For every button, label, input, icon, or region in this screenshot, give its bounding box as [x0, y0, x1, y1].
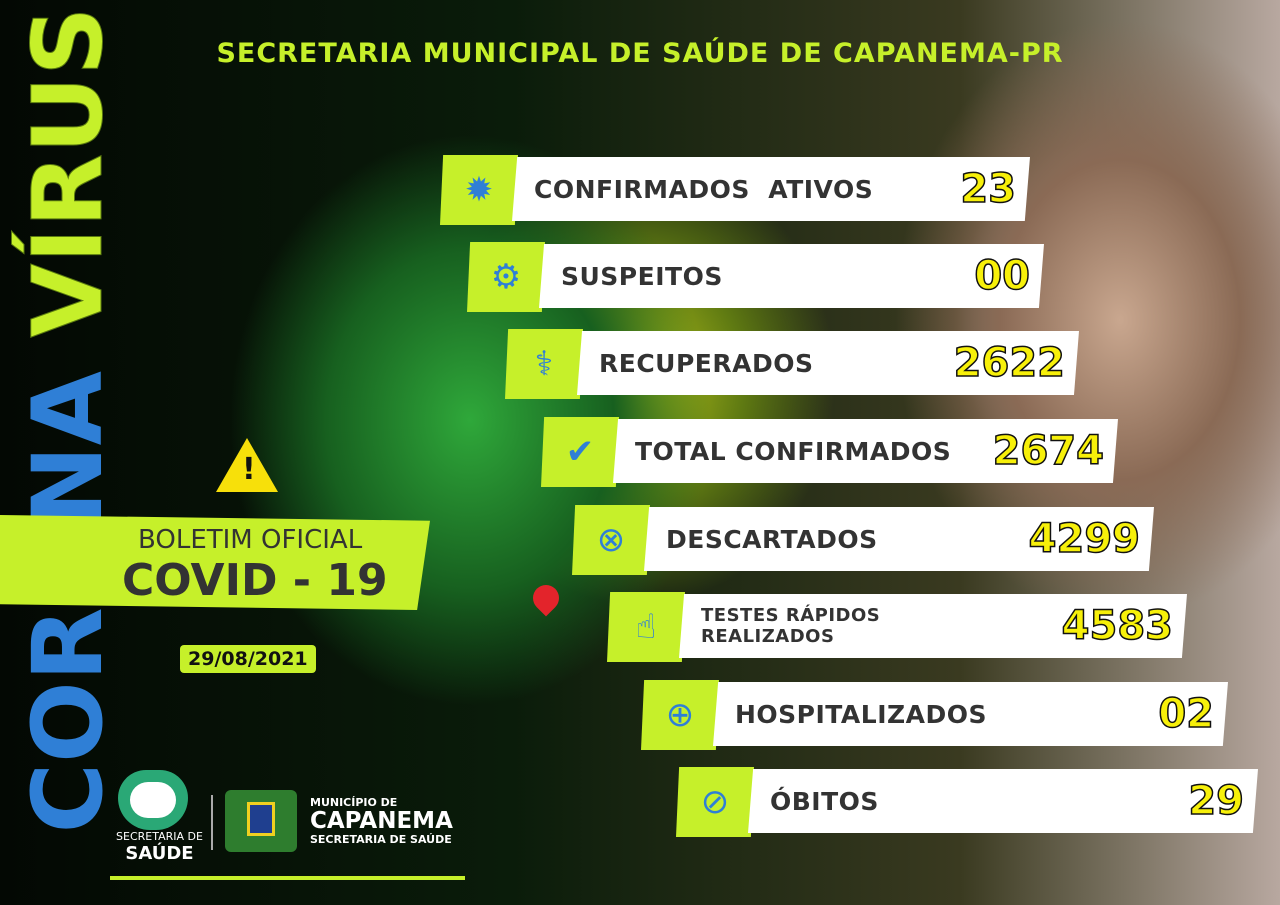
warning-icon: ! [216, 438, 278, 492]
stat-value: 4583 [1061, 602, 1174, 650]
stat-label: TOTAL CONFIRMADOS [635, 436, 952, 466]
stat-bar: HOSPITALIZADOS 02 [713, 682, 1228, 746]
stat-label: RECUPERADOS [599, 348, 814, 378]
stat-value: 23 [960, 165, 1017, 213]
stat-label: TESTES RÁPIDOS REALIZADOS [701, 605, 881, 647]
location-plus-icon: ⊕ [641, 680, 719, 750]
bulletin-line1: BOLETIM OFICIAL [138, 525, 363, 555]
bulletin-date: 29/08/2021 [180, 645, 316, 673]
prohibited-icon: ⊘ [676, 767, 754, 837]
saude-heart-logo [118, 770, 188, 830]
x-circle-icon: ⊗ [572, 505, 650, 575]
stat-value: 2674 [992, 427, 1105, 475]
accent-line [110, 876, 465, 880]
stat-label: DESCARTADOS [666, 524, 878, 554]
stat-bar: RECUPERADOS 2622 [577, 331, 1079, 395]
municipio-logo-text: MUNICÍPIO DE CAPANEMA SECRETARIA DE SAÚDE [310, 796, 453, 846]
stat-label: HOSPITALIZADOS [735, 699, 987, 729]
capanema-crest-logo [225, 790, 297, 852]
stat-bar: DESCARTADOS 4299 [644, 507, 1154, 571]
stat-value: 4299 [1028, 515, 1141, 563]
saude-logo-text: SECRETARIA DE SAÚDE [116, 830, 203, 864]
stethoscope-icon: ⚕ [505, 329, 583, 399]
stat-label: ÓBITOS [770, 786, 879, 816]
check-circle-icon: ✔ [541, 417, 619, 487]
stat-value: 02 [1158, 690, 1215, 738]
stat-bar: ÓBITOS 29 [748, 769, 1258, 833]
corona-virus-vertical-title: CORONA VÍRUS [12, 6, 125, 833]
gear-search-icon: ⚙ [467, 242, 545, 312]
stat-value: 2622 [953, 339, 1066, 387]
bulletin-banner: BOLETIM OFICIAL COVID - 19 [0, 515, 430, 610]
page-title: SECRETARIA MUNICIPAL DE SAÚDE DE CAPANEM… [216, 38, 1064, 69]
divider [211, 795, 213, 850]
stat-bar: CONFIRMADOS ATIVOS 23 [512, 157, 1030, 221]
finger-test-icon: ☝ [607, 592, 685, 662]
virus-icon: ✹ [440, 155, 518, 225]
bulletin-line2: COVID - 19 [122, 555, 388, 606]
stat-bar: TOTAL CONFIRMADOS 2674 [613, 419, 1118, 483]
stat-value: 00 [974, 252, 1031, 300]
stat-label: CONFIRMADOS ATIVOS [534, 174, 874, 204]
stat-label: SUSPEITOS [561, 261, 723, 291]
stat-value: 29 [1188, 777, 1245, 825]
stat-bar: SUSPEITOS 00 [539, 244, 1044, 308]
stat-bar: TESTES RÁPIDOS REALIZADOS 4583 [679, 594, 1187, 658]
